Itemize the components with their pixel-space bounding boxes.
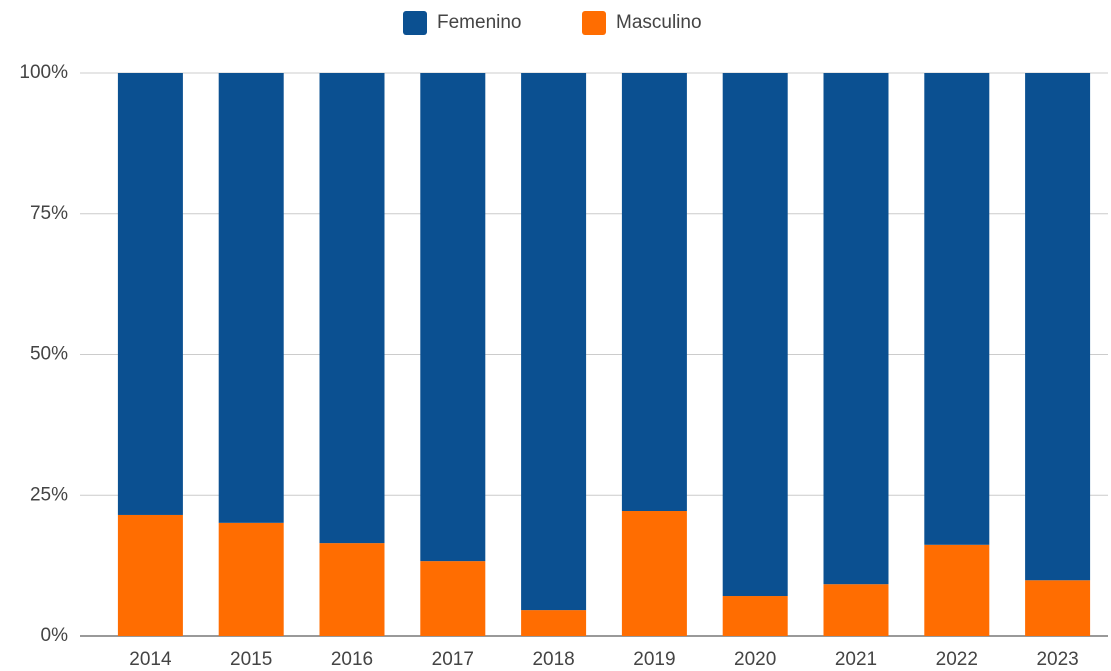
bar-segment: [521, 610, 587, 636]
x-tick-label: 2016: [331, 649, 373, 670]
y-tick-label: 0%: [41, 625, 69, 646]
x-tick-label: 2014: [129, 649, 172, 670]
legend-label: Masculino: [616, 12, 702, 33]
bar-segment: [924, 73, 990, 545]
bar-segment: [521, 73, 587, 611]
bar-segment: [218, 73, 284, 523]
x-tick-label: 2023: [1036, 649, 1078, 670]
legend-label: Femenino: [437, 12, 522, 33]
x-tick-label: 2018: [532, 649, 574, 670]
bar-segment: [1025, 73, 1091, 581]
bar-segment: [722, 73, 788, 597]
bar-segment: [117, 514, 183, 636]
y-tick-label: 50%: [30, 344, 68, 365]
bar-segment: [420, 561, 486, 636]
bar-segment: [621, 511, 687, 636]
bar-segment: [823, 584, 889, 636]
x-tick-label: 2021: [835, 649, 877, 670]
bar-segment: [420, 73, 486, 562]
x-tick-label: 2019: [633, 649, 675, 670]
bar-segment: [319, 543, 385, 636]
bar-segment: [218, 522, 284, 636]
bar-segment: [722, 596, 788, 636]
legend-swatch: [582, 11, 606, 35]
bar-segment: [621, 73, 687, 512]
x-tick-label: 2020: [734, 649, 776, 670]
x-tick-label: 2022: [936, 649, 978, 670]
bar-segment: [319, 73, 385, 544]
legend-swatch: [403, 11, 427, 35]
x-tick-label: 2015: [230, 649, 272, 670]
bar-segment: [823, 73, 889, 585]
bar-segment: [924, 544, 990, 636]
x-tick-label: 2017: [432, 649, 474, 670]
y-tick-label: 25%: [30, 484, 68, 505]
y-tick-label: 100%: [19, 62, 68, 83]
bar-segment: [1025, 580, 1091, 636]
bar-segment: [117, 73, 183, 515]
y-tick-label: 75%: [30, 203, 68, 224]
